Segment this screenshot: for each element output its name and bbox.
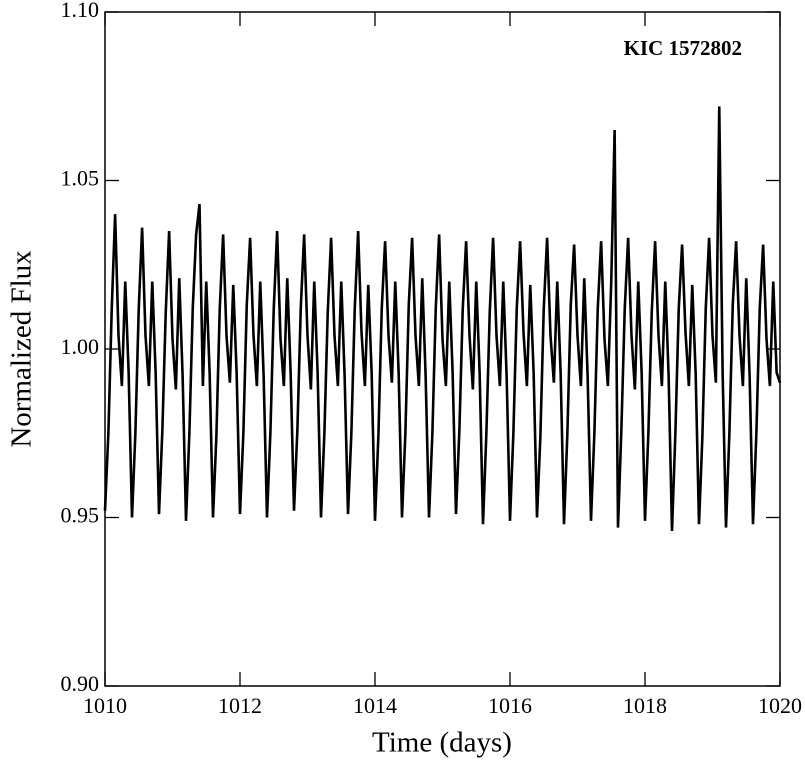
x-axis-title: Time (days) xyxy=(372,727,512,759)
y-tick-label: 0.95 xyxy=(61,503,100,528)
flux-line xyxy=(103,106,782,532)
y-tick-label: 1.00 xyxy=(61,334,100,359)
y-tick-label: 0.90 xyxy=(61,671,100,696)
annotation: KIC 1572802 xyxy=(624,36,742,60)
x-tick-label: 1014 xyxy=(353,693,397,718)
y-axis-title: Normalized Flux xyxy=(6,250,38,448)
x-tick-label: 1018 xyxy=(623,693,667,718)
plot-area xyxy=(103,106,782,532)
x-tick-label: 1010 xyxy=(83,693,127,718)
x-tick-label: 1012 xyxy=(218,693,262,718)
x-tick-label: 1016 xyxy=(488,693,532,718)
y-tick-label: 1.10 xyxy=(61,0,100,22)
y-tick-label: 1.05 xyxy=(61,166,100,191)
x-tick-label: 1020 xyxy=(758,693,802,718)
